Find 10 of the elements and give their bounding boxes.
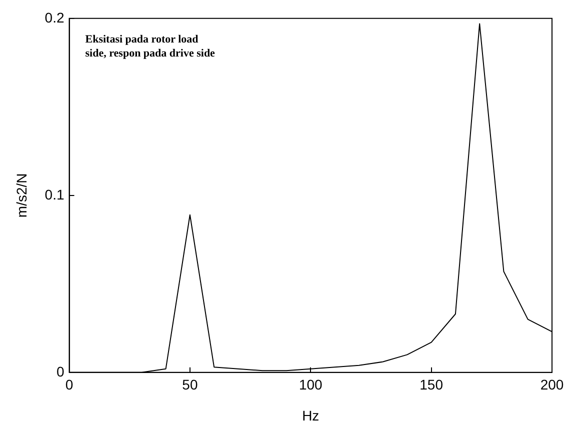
x-tick-label: 50 — [182, 376, 198, 393]
y-tick-label: 0.2 — [44, 9, 64, 26]
x-axis-title: Hz — [302, 407, 320, 424]
y-axis-title: m/s2/N — [13, 173, 30, 218]
x-tick-label: 100 — [298, 376, 323, 393]
y-tick-label: 0.1 — [44, 186, 64, 202]
x-tick-label: 150 — [420, 376, 444, 393]
y-tick-label: 0 — [56, 363, 64, 380]
annotation: Eksitasi pada rotor load side, respon pada drive side — [85, 34, 216, 60]
x-tick-label: 200 — [540, 376, 564, 393]
